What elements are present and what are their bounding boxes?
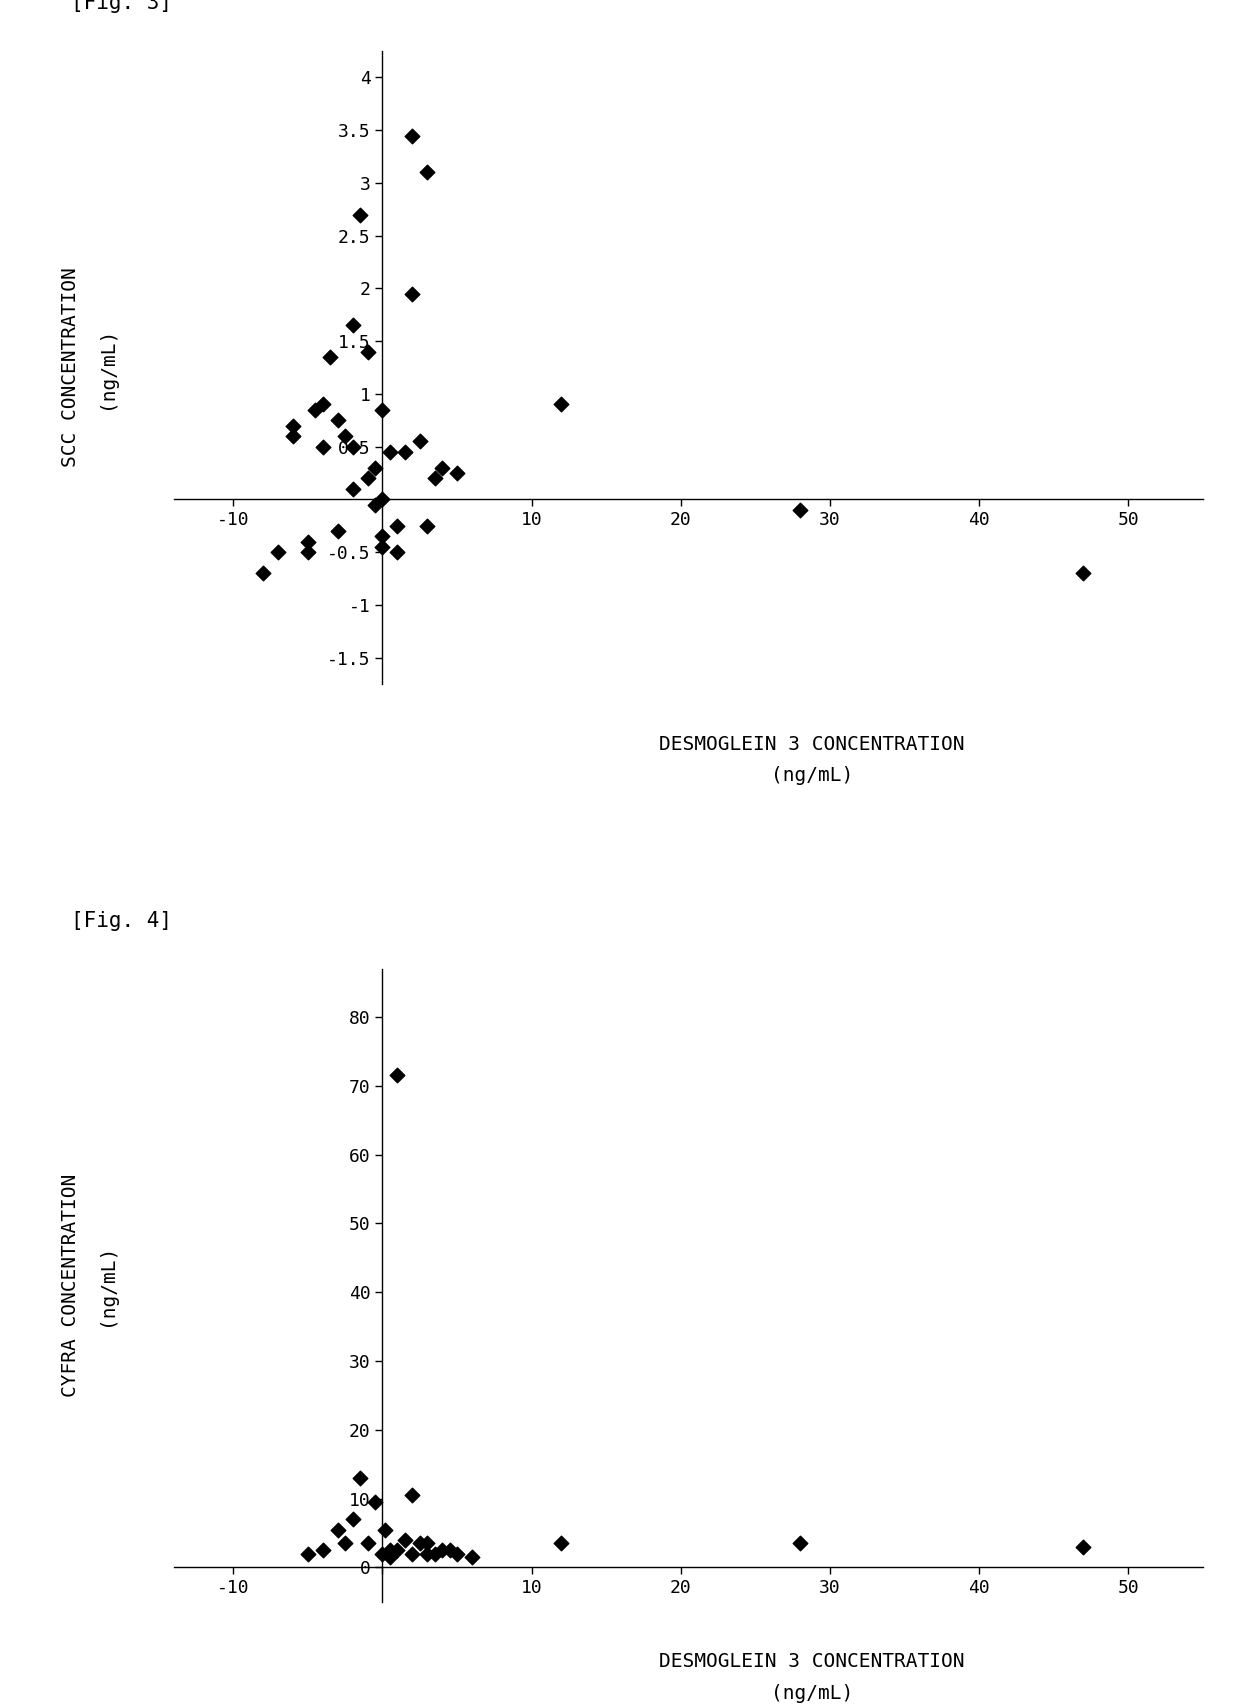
Point bbox=[350, 1464, 370, 1491]
Text: [Fig. 4]: [Fig. 4] bbox=[71, 912, 171, 930]
Text: CYFRA CONCENTRATION: CYFRA CONCENTRATION bbox=[61, 1174, 81, 1397]
Point bbox=[433, 455, 453, 482]
Point bbox=[327, 518, 347, 545]
Point bbox=[372, 533, 392, 561]
Point bbox=[327, 1517, 347, 1544]
Point bbox=[1074, 1534, 1094, 1561]
Point bbox=[448, 1540, 467, 1568]
Point bbox=[357, 337, 377, 365]
Point bbox=[552, 390, 572, 417]
Point bbox=[790, 496, 810, 523]
Point bbox=[365, 491, 384, 518]
Point bbox=[342, 433, 362, 460]
Point bbox=[342, 1506, 362, 1534]
Point bbox=[379, 1544, 399, 1571]
Point bbox=[409, 1530, 429, 1557]
Point bbox=[335, 1530, 355, 1557]
Point bbox=[417, 1530, 436, 1557]
Point bbox=[342, 312, 362, 339]
Point bbox=[402, 1540, 422, 1568]
Point bbox=[402, 123, 422, 150]
Point bbox=[376, 1517, 396, 1544]
Point bbox=[342, 475, 362, 503]
Point bbox=[379, 1537, 399, 1564]
Point bbox=[425, 1540, 445, 1568]
Point bbox=[312, 1537, 332, 1564]
Point bbox=[417, 158, 436, 186]
Text: (ng/mL): (ng/mL) bbox=[770, 1684, 853, 1702]
Point bbox=[283, 423, 303, 450]
Point bbox=[298, 528, 317, 556]
Text: SCC CONCENTRATION: SCC CONCENTRATION bbox=[61, 268, 81, 467]
Point bbox=[417, 1540, 436, 1568]
Point bbox=[253, 559, 273, 586]
Point bbox=[387, 1062, 407, 1089]
Point bbox=[372, 523, 392, 550]
Point bbox=[379, 438, 399, 465]
Point bbox=[790, 1530, 810, 1557]
Point bbox=[552, 1530, 572, 1557]
Point bbox=[298, 1540, 317, 1568]
Point bbox=[387, 1537, 407, 1564]
Point bbox=[402, 1481, 422, 1508]
Point bbox=[357, 1530, 377, 1557]
Point bbox=[350, 201, 370, 228]
Text: [Fig. 3]: [Fig. 3] bbox=[71, 0, 171, 14]
Point bbox=[402, 279, 422, 307]
Text: DESMOGLEIN 3 CONCENTRATION: DESMOGLEIN 3 CONCENTRATION bbox=[658, 734, 965, 753]
Point bbox=[448, 460, 467, 487]
Point bbox=[305, 395, 325, 423]
Point bbox=[433, 1537, 453, 1564]
Point bbox=[394, 1527, 414, 1554]
Point bbox=[425, 465, 445, 492]
Point bbox=[409, 428, 429, 455]
Point bbox=[394, 438, 414, 465]
Point bbox=[327, 407, 347, 435]
Text: (ng/mL): (ng/mL) bbox=[97, 1244, 117, 1326]
Point bbox=[387, 538, 407, 566]
Text: (ng/mL): (ng/mL) bbox=[97, 327, 117, 409]
Point bbox=[365, 455, 384, 482]
Point bbox=[283, 412, 303, 440]
Text: (ng/mL): (ng/mL) bbox=[770, 767, 853, 786]
Point bbox=[372, 395, 392, 423]
Text: DESMOGLEIN 3 CONCENTRATION: DESMOGLEIN 3 CONCENTRATION bbox=[658, 1653, 965, 1672]
Point bbox=[365, 1488, 384, 1515]
Point bbox=[387, 513, 407, 540]
Point bbox=[1074, 559, 1094, 586]
Point bbox=[372, 1540, 392, 1568]
Point bbox=[417, 513, 436, 540]
Point bbox=[440, 1537, 460, 1564]
Point bbox=[312, 390, 332, 417]
Point bbox=[298, 538, 317, 566]
Point bbox=[372, 486, 392, 513]
Point bbox=[463, 1544, 482, 1571]
Point bbox=[312, 433, 332, 460]
Point bbox=[320, 344, 340, 371]
Point bbox=[268, 538, 288, 566]
Point bbox=[357, 465, 377, 492]
Point bbox=[335, 423, 355, 450]
